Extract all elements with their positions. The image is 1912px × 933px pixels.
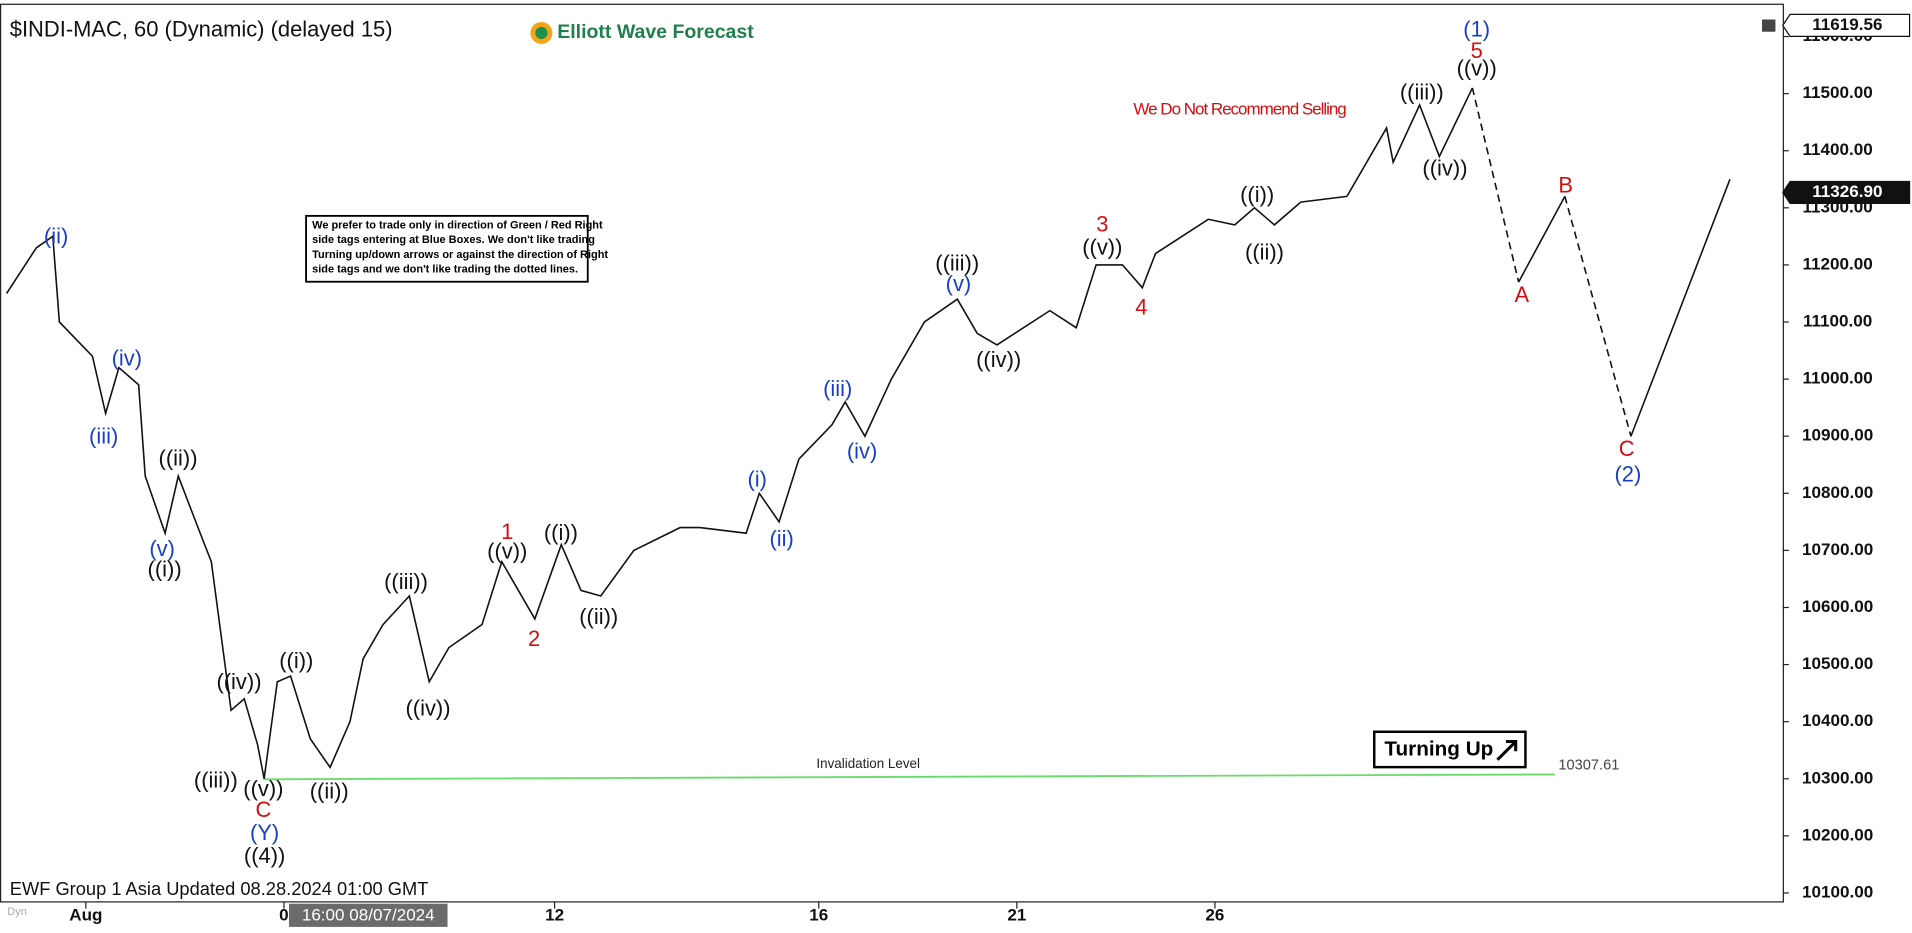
y-tick-label: 11200.00	[1803, 254, 1873, 273]
wave-label: ((iv))	[216, 669, 261, 694]
wave-label: (ii)	[44, 224, 68, 249]
x-tick-label: 12	[545, 905, 564, 924]
x-tick-label: Aug	[69, 905, 102, 924]
badge: Turning Up	[1384, 738, 1493, 761]
y-tick-label: 10200.00	[1802, 825, 1873, 844]
wave-label: ((iii))	[384, 569, 428, 594]
price-line	[1346, 87, 1474, 197]
badge-arrow	[1496, 739, 1518, 761]
wave-label: (v)	[946, 271, 972, 296]
x-tick-label: 26	[1205, 905, 1224, 924]
x-tick-label: 21	[1007, 905, 1026, 924]
wave-label: ((iv))	[976, 347, 1021, 372]
wave-label: (v)	[149, 536, 175, 561]
y-tick-label: 10900.00	[1802, 426, 1873, 445]
y-tick-label: 11500.00	[1803, 83, 1873, 102]
wave-label: (iv)	[112, 346, 142, 371]
wave-label: We Do Not Recommend Selling	[1133, 99, 1346, 118]
plot-frame	[0, 3, 1784, 903]
wave-label: C	[1619, 436, 1635, 461]
note-line: We prefer to trade only in direction of …	[312, 220, 603, 232]
invalidation-label: Invalidation Level	[816, 756, 920, 771]
price-tag-box	[1782, 13, 1911, 37]
footer: EWF Group 1 Asia Updated 08.28.2024 01:0…	[10, 878, 429, 899]
wave-label: ((v))	[1457, 55, 1497, 80]
note-line: side tags entering at Blue Boxes. We don…	[312, 234, 595, 246]
wave-label: (ii)	[769, 526, 793, 551]
y-tick-label: 10100.00	[1802, 882, 1873, 901]
invalidation-line	[263, 773, 1555, 781]
y-tick-label: 10300.00	[1802, 768, 1873, 787]
wave-label: (1)	[1463, 16, 1490, 41]
wave-label: ((iii))	[1400, 80, 1444, 105]
wave-label: A	[1514, 282, 1529, 307]
wave-label: ((i))	[1240, 182, 1274, 207]
wave-label: ((iii))	[935, 250, 979, 275]
crosshair-box	[288, 903, 448, 927]
wave-label: ((i))	[279, 648, 313, 673]
logo-icon-inner	[535, 26, 548, 40]
wave-label: ((v))	[487, 538, 527, 563]
wave-label: (2)	[1614, 461, 1641, 486]
x-tick-label: 0	[279, 905, 288, 924]
wave-label: ((ii))	[159, 446, 198, 471]
chart-title: $INDI-MAC, 60 (Dynamic) (delayed 15)	[10, 16, 393, 41]
wave-label: B	[1558, 172, 1573, 197]
price-line	[1471, 87, 1520, 283]
wave-label: (i)	[747, 466, 766, 491]
wave-label: 3	[1096, 211, 1108, 236]
invalidation-value: 10307.61	[1558, 758, 1619, 774]
wave-label: ((iv))	[1422, 155, 1467, 180]
corner-tag: Dyn	[7, 906, 27, 918]
wave-label: 4	[1135, 294, 1147, 319]
wave-label: ((iv))	[405, 696, 450, 721]
wave-label: 2	[528, 626, 540, 651]
price-tag: 11326.90	[1812, 182, 1882, 201]
price-line	[1517, 195, 1566, 283]
wave-label: ((v))	[1082, 235, 1122, 260]
crosshair-label: 16:00 08/07/2024	[302, 905, 435, 924]
wave-label: ((ii))	[1245, 239, 1284, 264]
wave-label: ((ii))	[310, 779, 349, 804]
note-line: Turning up/down arrows or against the di…	[312, 249, 608, 261]
wave-label: ((i))	[544, 520, 578, 545]
y-tick-label: 10400.00	[1802, 711, 1873, 730]
wave-label: ((ii))	[579, 604, 618, 629]
price-line	[1564, 196, 1632, 437]
wave-label: ((i))	[148, 557, 182, 582]
y-tick-label: 10700.00	[1802, 540, 1873, 559]
wave-label: ((v))	[243, 776, 283, 801]
y-tick-label: 11400.00	[1803, 140, 1873, 159]
y-tick-label: 10500.00	[1802, 654, 1873, 673]
note-box	[305, 214, 589, 283]
wave-label: (Y)	[250, 820, 279, 845]
y-tick-label: 10800.00	[1802, 483, 1873, 502]
y-tick-label: 10600.00	[1802, 597, 1873, 616]
wave-label: ((4))	[244, 843, 285, 868]
wave-label: ((iii))	[194, 768, 238, 793]
wave-label: C	[255, 797, 271, 822]
price-line	[1630, 178, 1731, 437]
price-tag: 11619.56	[1812, 15, 1882, 34]
wave-label: 1	[501, 519, 513, 544]
menu-icon	[1762, 19, 1776, 32]
badge-box	[1373, 730, 1527, 769]
price-tag-box	[1782, 180, 1911, 205]
y-tick-label: 11100.00	[1803, 312, 1872, 331]
x-tick-label: 16	[809, 905, 828, 924]
wave-label: (iv)	[847, 438, 877, 463]
logo: Elliott Wave Forecast	[557, 21, 754, 43]
wave-label: 5	[1471, 38, 1483, 63]
wave-label: (iii)	[89, 424, 118, 449]
note-line: side tags and we don't like trading the …	[312, 263, 578, 275]
wave-label: (iii)	[823, 376, 852, 401]
y-tick-label: 11000.00	[1803, 369, 1873, 388]
price-line	[5, 195, 1348, 779]
